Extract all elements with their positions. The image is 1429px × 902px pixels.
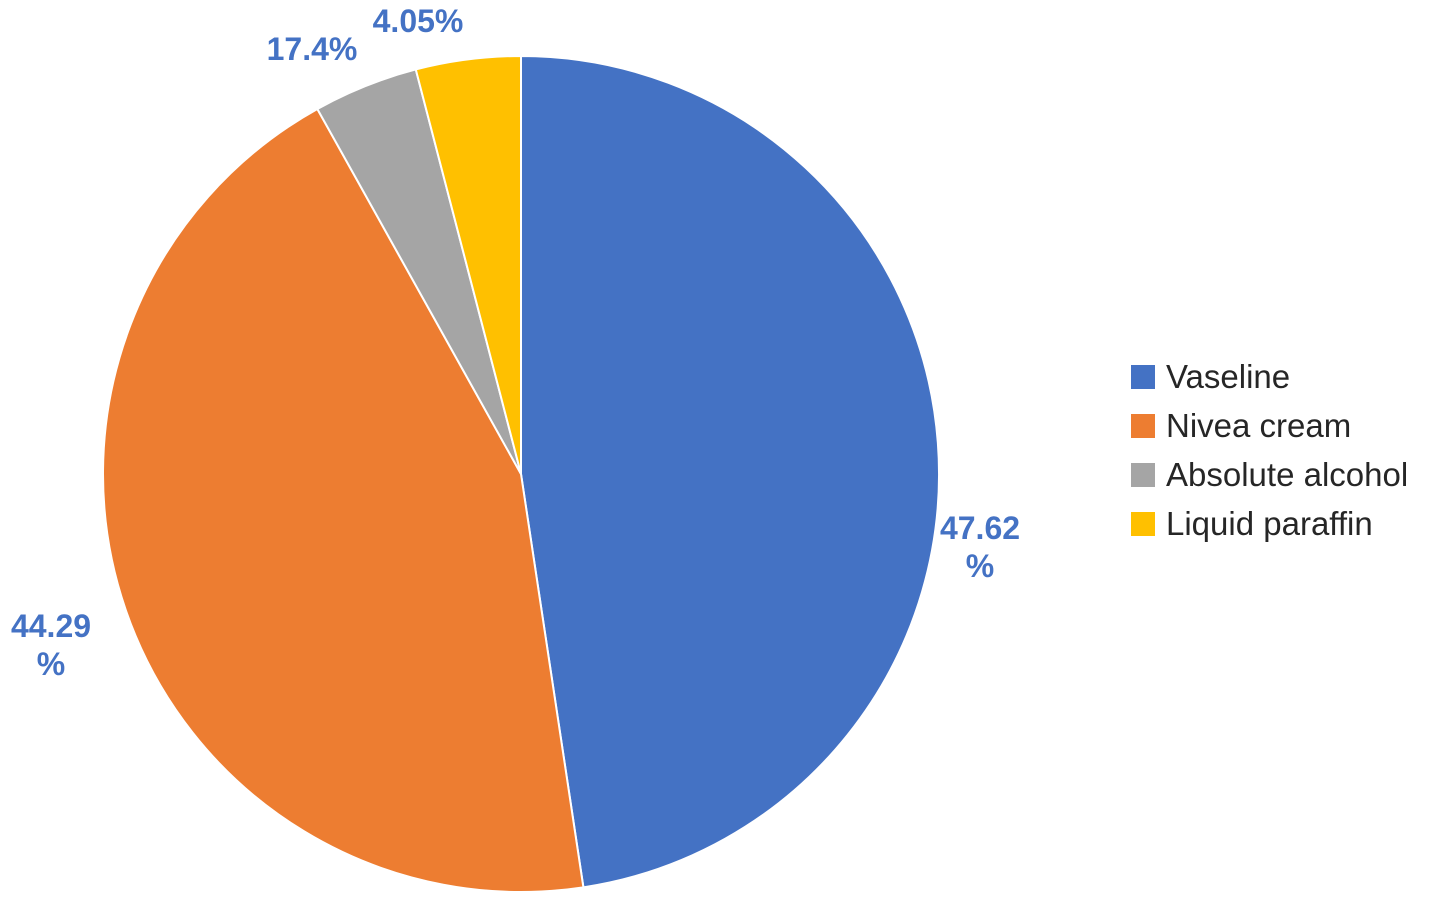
data-label-nivea-cream: 44.29%	[11, 608, 91, 682]
legend-label-absolute-alcohol: Absolute alcohol	[1166, 455, 1409, 493]
pie-slice-nivea-cream	[102, 107, 585, 893]
legend-item-nivea-cream: Nivea cream	[1131, 401, 1408, 450]
pie-slice-vaseline	[520, 54, 941, 889]
legend-swatch-liquid-paraffin	[1131, 511, 1155, 536]
data-label-liquid-paraffin: 4.05%	[373, 3, 464, 39]
legend-label-nivea-cream: Nivea cream	[1166, 406, 1352, 444]
data-label-absolute-alcohol: 17.4%	[267, 31, 358, 67]
legend-label-liquid-paraffin: Liquid paraffin	[1166, 504, 1373, 542]
legend-label-vaseline: Vaseline	[1166, 357, 1291, 395]
legend-swatch-absolute-alcohol	[1131, 462, 1155, 487]
pie-slice-liquid-paraffin	[414, 54, 522, 475]
legend-item-liquid-paraffin: Liquid paraffin	[1131, 499, 1408, 548]
legend-swatch-vaseline	[1131, 364, 1155, 389]
legend-swatch-nivea-cream	[1131, 413, 1155, 438]
data-label-vaseline: 47.62%	[940, 510, 1020, 584]
pie-slices	[102, 54, 941, 893]
legend-item-vaseline: Vaseline	[1131, 352, 1408, 401]
chart-legend: Vaseline Nivea cream Absolute alcohol Liqui…	[1131, 352, 1408, 548]
data-labels: 47.62 % 44.29 % 17.4% 4.05%	[11, 3, 1020, 682]
legend-item-absolute-alcohol: Absolute alcohol	[1131, 450, 1408, 499]
